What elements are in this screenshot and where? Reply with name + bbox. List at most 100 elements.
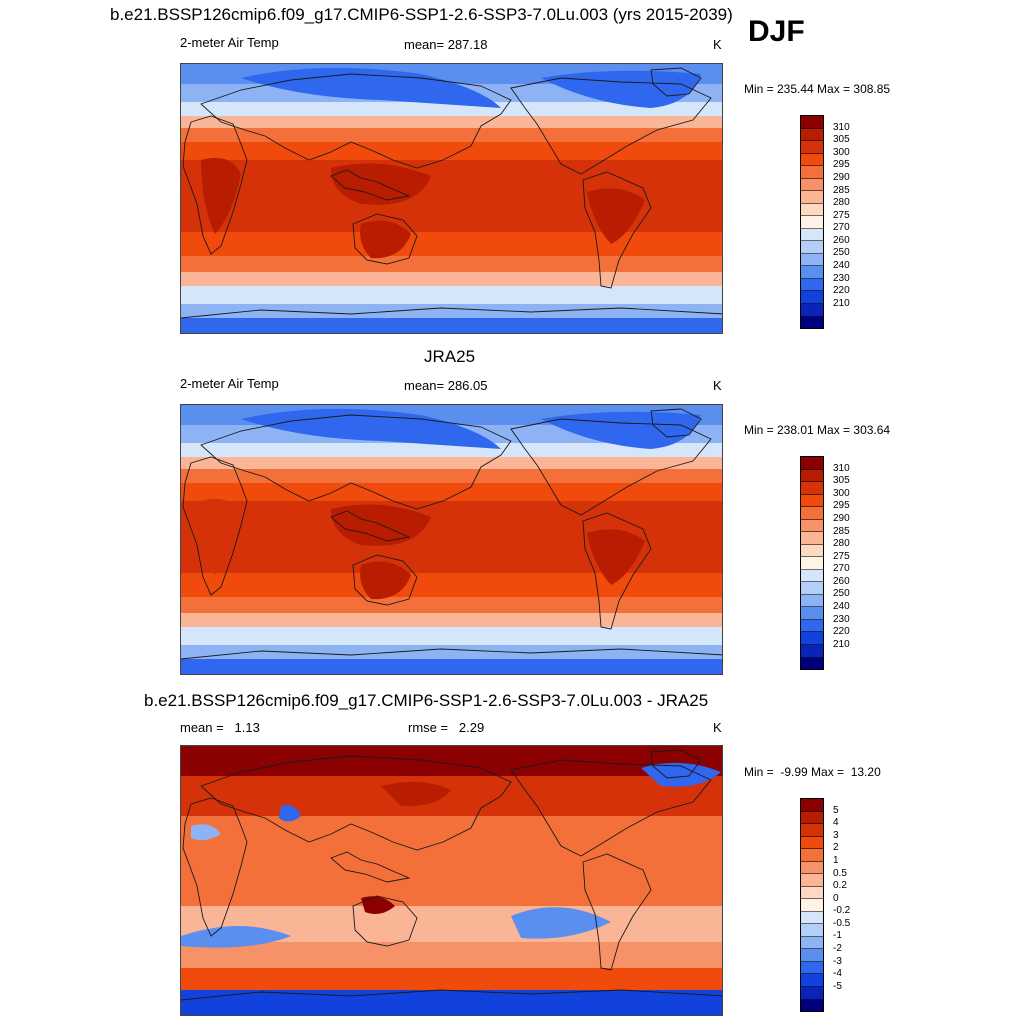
- colorbar-tick-label: 250: [833, 588, 850, 600]
- siberia-cold-region: [241, 408, 501, 449]
- panel3-unit-label: K: [713, 720, 722, 735]
- figure-title-bottom: b.e21.BSSP126cmip6.f09_g17.CMIP6-SSP1-2.…: [144, 691, 709, 710]
- colorbar-tick-label: 0.2: [833, 880, 847, 892]
- greenland-coastline: [650, 749, 702, 779]
- colorbar-tick-label: -0.5: [833, 917, 851, 929]
- colorbar-swatch: [801, 949, 823, 962]
- panel2-minmax-label: Min = 238.01 Max = 303.64: [744, 423, 891, 437]
- colorbar-swatch: [801, 911, 823, 925]
- difference-band: [181, 816, 722, 906]
- africa-warm-region: [201, 157, 241, 234]
- africa-coastline: [182, 456, 248, 596]
- colorbar-tick-label: 220: [833, 626, 850, 638]
- colorbar-tick-label: 0.5: [833, 867, 847, 879]
- colorbar-tick-label: 275: [833, 550, 850, 562]
- colorbar-tick-label: 1: [833, 854, 839, 866]
- colorbar-swatch: [801, 886, 823, 900]
- colorbar-tick-label: 310: [833, 462, 850, 474]
- colorbar-swatch: [801, 657, 823, 670]
- temperature-band: [181, 304, 722, 318]
- colorbar-tick-label: 260: [833, 234, 850, 246]
- colorbar-swatch: [801, 974, 823, 987]
- temperature-band: [181, 483, 722, 501]
- eurasia-coastline: [200, 755, 512, 851]
- colorbar-tick-label: 230: [833, 613, 850, 625]
- colorbar-swatch: [801, 836, 823, 850]
- colorbar-tick-label: 210: [833, 638, 850, 650]
- colorbar-tick-label: 4: [833, 817, 839, 829]
- colorbar-swatch: [801, 278, 823, 292]
- temperature-band: [181, 597, 722, 613]
- africa-coastline: [182, 115, 248, 255]
- colorbar-tick-label: 275: [833, 209, 850, 221]
- panel1-unit-label: K: [713, 37, 722, 52]
- north-america-coastline: [510, 418, 712, 516]
- colorbar-swatch: [801, 507, 823, 520]
- colorbar-swatch: [801, 532, 823, 545]
- figure-title-mid: JRA25: [424, 347, 476, 366]
- panel2-variable-label: 2-meter Air Temp: [180, 376, 279, 391]
- colorbar-swatch: [801, 607, 823, 620]
- temperature-band: [181, 232, 722, 256]
- colorbar-swatch: [801, 494, 823, 508]
- colorbar-swatch: [801, 253, 823, 267]
- panel1-colorbar: [800, 115, 824, 329]
- south-america-coastline: [582, 512, 652, 630]
- difference-band: [181, 942, 722, 968]
- colorbar-tick-label: 260: [833, 575, 850, 587]
- panel3-mean-label: mean = 1.13: [180, 720, 260, 735]
- temperature-band: [181, 286, 722, 304]
- colorbar-swatch: [801, 216, 823, 229]
- africa-warm-region: [201, 498, 241, 575]
- colorbar-tick-label: 295: [833, 159, 850, 171]
- colorbar-tick-label: 305: [833, 475, 850, 487]
- colorbar-tick-label: 280: [833, 197, 850, 209]
- colorbar-swatch: [801, 924, 823, 937]
- colorbar-swatch: [801, 961, 823, 975]
- colorbar-swatch: [801, 874, 823, 887]
- difference-field: [181, 746, 722, 1015]
- australia-coastline: [352, 213, 418, 265]
- colorbar-tick-label: 240: [833, 260, 850, 272]
- temperature-field: [181, 405, 722, 674]
- colorbar-swatch: [801, 482, 823, 495]
- colorbar-swatch: [801, 228, 823, 242]
- colorbar-swatch: [801, 116, 823, 129]
- temperature-band: [181, 613, 722, 627]
- greenland-coastline: [650, 408, 702, 438]
- colorbar-tick-label: 305: [833, 134, 850, 146]
- panel3-rmse-label: rmse = 2.29: [408, 720, 485, 735]
- maritime-continent-coastline: [330, 510, 411, 542]
- colorbar-tick-label: 285: [833, 184, 850, 196]
- south-america-coastline: [582, 853, 652, 971]
- temperature-band: [181, 645, 722, 659]
- season-label: DJF: [748, 15, 805, 48]
- colorbar-tick-label: 290: [833, 171, 850, 183]
- colorbar-swatch: [801, 999, 823, 1012]
- colorbar-swatch: [801, 178, 823, 192]
- greenland-coastline: [650, 67, 702, 97]
- temperature-band: [181, 443, 722, 457]
- south-america-warm-region: [587, 529, 645, 585]
- colorbar-tick-label: -0.2: [833, 905, 851, 917]
- colorbar-tick-label: 290: [833, 512, 850, 524]
- difference-band: [181, 990, 722, 1015]
- australia-warm-region: [360, 561, 411, 600]
- siberia-warm-anomaly: [381, 781, 451, 807]
- temperature-field: [181, 64, 722, 333]
- colorbar-tick-label: 285: [833, 525, 850, 537]
- colorbar-tick-label: 270: [833, 222, 850, 234]
- australia-coastline: [352, 895, 418, 947]
- temperature-band: [181, 659, 722, 674]
- canada-cold-region: [541, 411, 701, 449]
- canada-cold-region: [541, 70, 701, 108]
- temperature-band: [181, 627, 722, 645]
- colorbar-tick-label: 0: [833, 892, 839, 904]
- colorbar-tick-label: -2: [833, 943, 842, 955]
- colorbar-swatch: [801, 203, 823, 217]
- temperature-band: [181, 469, 722, 483]
- antarctica-coastline: [181, 989, 722, 1001]
- sahara-cool-anomaly: [191, 824, 221, 841]
- colorbar-tick-label: 250: [833, 247, 850, 259]
- colorbar-swatch: [801, 811, 823, 825]
